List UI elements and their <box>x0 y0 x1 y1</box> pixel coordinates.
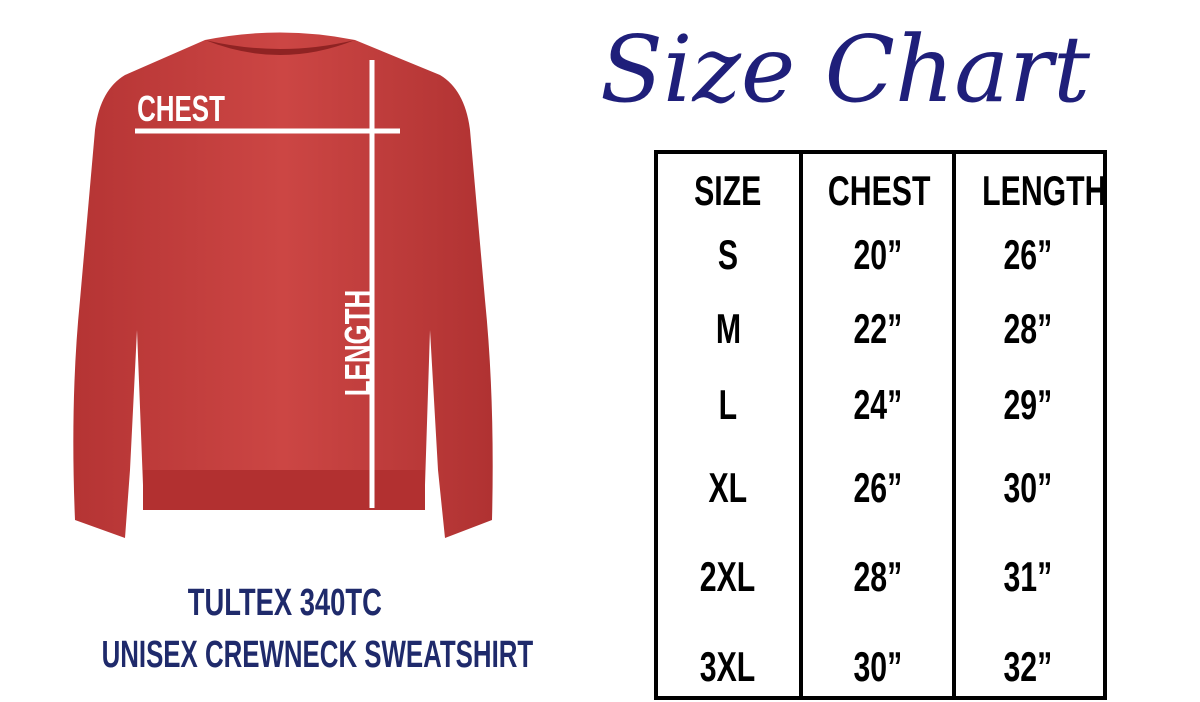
table-cell: L <box>658 380 798 430</box>
cell-text: 2XL <box>700 553 756 600</box>
cell-text: 31” <box>1003 553 1053 600</box>
column-header: LENGTH <box>958 166 1106 216</box>
cell-text: 3XL <box>700 643 756 690</box>
cell-text: 28” <box>1003 305 1053 352</box>
sweatshirt-collar <box>205 40 355 55</box>
size-chart-title: Size Chart <box>600 16 1091 123</box>
table-cell: XL <box>658 463 798 513</box>
length-label-text: LENGTH <box>337 289 378 397</box>
table-cell: 31” <box>958 552 1098 602</box>
cell-text: XL <box>708 464 748 511</box>
product-description: UNISEX CREWNECK SWEATSHIRT <box>0 634 570 677</box>
cell-text: 20” <box>853 231 903 278</box>
cell-text: 30” <box>1003 464 1053 511</box>
cell-text: SIZE <box>694 167 762 214</box>
cell-text: 22” <box>853 305 903 352</box>
table-cell: 28” <box>808 552 948 602</box>
table-cell: 32” <box>958 642 1098 692</box>
cell-text: 32” <box>1003 643 1053 690</box>
table-cell: 3XL <box>658 642 798 692</box>
table-cell: 2XL <box>658 552 798 602</box>
table-cell: 24” <box>808 380 948 430</box>
table-cell: M <box>658 304 798 354</box>
table-cell: 28” <box>958 304 1098 354</box>
chest-label: CHEST <box>120 88 225 130</box>
table-cell: 26” <box>808 463 948 513</box>
table-cell: 30” <box>808 642 948 692</box>
cell-text: 29” <box>1003 381 1053 428</box>
cell-text: CHEST <box>827 167 931 214</box>
product-model: TULTEX 340TC <box>0 582 570 625</box>
sweatshirt-image <box>73 32 493 538</box>
product-model-text: TULTEX 340TC <box>187 582 383 624</box>
table-cell: S <box>658 230 798 280</box>
column-divider <box>799 154 803 696</box>
cell-text: 28” <box>853 553 903 600</box>
table-cell: 26” <box>958 230 1098 280</box>
sweatshirt-body <box>73 32 493 538</box>
cell-text: 26” <box>853 464 903 511</box>
cell-text: 30” <box>853 643 903 690</box>
cell-text: L <box>718 381 738 428</box>
cell-text: M <box>715 305 741 352</box>
size-table: SIZE CHEST LENGTH S 20” 26” M 22” 28” L 24” 29” XL 26… <box>654 150 1107 700</box>
cell-text: 24” <box>853 381 903 428</box>
cell-text: 26” <box>1003 231 1053 278</box>
cell-text: S <box>717 231 739 278</box>
table-cell: 20” <box>808 230 948 280</box>
column-divider <box>952 154 956 696</box>
sweatshirt-waistband <box>143 470 425 510</box>
table-cell: 30” <box>958 463 1098 513</box>
cell-text: LENGTH <box>982 167 1107 214</box>
table-cell: 22” <box>808 304 948 354</box>
table-cell: 29” <box>958 380 1098 430</box>
column-header: SIZE <box>658 166 798 216</box>
product-description-text: UNISEX CREWNECK SWEATSHIRT <box>101 634 534 676</box>
column-header: CHEST <box>808 166 948 216</box>
length-label: LENGTH <box>337 290 379 417</box>
chest-label-text: CHEST <box>137 88 225 129</box>
